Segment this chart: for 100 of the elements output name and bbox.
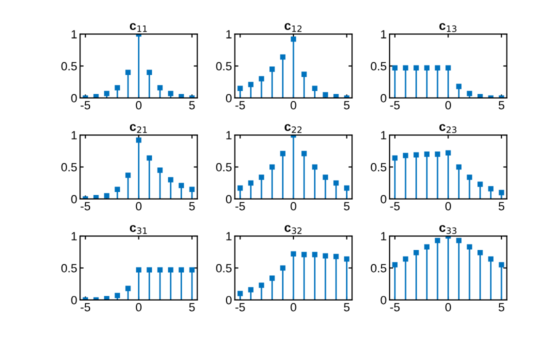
point bbox=[269, 276, 275, 281]
y-tick-label: 0.5 bbox=[216, 264, 232, 272]
point bbox=[157, 267, 163, 273]
point bbox=[414, 250, 419, 256]
point bbox=[189, 267, 195, 273]
y-tick-label: 0.5 bbox=[216, 62, 232, 70]
x-tick-label: 0 bbox=[290, 101, 296, 110]
point bbox=[178, 267, 184, 273]
point bbox=[146, 70, 152, 76]
point bbox=[498, 190, 504, 196]
point bbox=[466, 174, 472, 180]
point bbox=[434, 152, 440, 157]
y-tick-label: 1 bbox=[72, 30, 77, 38]
x-tick-label: 0 bbox=[136, 101, 142, 110]
y-tick-label: 0.5 bbox=[61, 163, 77, 172]
point bbox=[392, 65, 398, 71]
x-tick-label: 5 bbox=[498, 202, 504, 210]
x-tick-label: 0 bbox=[445, 303, 452, 312]
point bbox=[290, 251, 296, 257]
point bbox=[478, 94, 483, 98]
y-tick-label: 0.5 bbox=[61, 264, 77, 272]
x-tick-label: -5 bbox=[235, 303, 245, 312]
y-tick-label: 1 bbox=[72, 232, 77, 240]
x-tick-label: 0 bbox=[445, 101, 452, 110]
x-tick-label: 0 bbox=[136, 303, 142, 312]
y-tick-label: 0 bbox=[71, 194, 77, 204]
point bbox=[456, 238, 462, 244]
point bbox=[146, 267, 152, 273]
x-tick-label: -5 bbox=[235, 202, 245, 210]
point bbox=[333, 254, 339, 260]
y-tick-label: 0 bbox=[380, 94, 386, 102]
y-tick-label: 0 bbox=[226, 296, 232, 304]
x-tick-label: 0 bbox=[290, 303, 296, 312]
point bbox=[104, 90, 110, 96]
point bbox=[269, 66, 275, 72]
point bbox=[258, 174, 264, 180]
point bbox=[478, 250, 483, 256]
point bbox=[125, 286, 131, 292]
point bbox=[104, 193, 110, 198]
point bbox=[312, 86, 318, 92]
y-tick-label: 1 bbox=[381, 30, 386, 38]
y-tick-label: 1 bbox=[72, 131, 77, 140]
point bbox=[104, 296, 110, 300]
x-tick-label: -5 bbox=[80, 202, 90, 210]
x-tick-label: -5 bbox=[235, 101, 245, 110]
x-tick-label: 0 bbox=[136, 202, 142, 210]
y-tick-label: 0 bbox=[226, 94, 232, 102]
point bbox=[269, 164, 275, 170]
point bbox=[344, 256, 350, 262]
point bbox=[125, 70, 131, 76]
point bbox=[478, 182, 483, 187]
y-tick-label: 0 bbox=[71, 296, 77, 304]
chart-title: c$_{22}$ bbox=[284, 124, 302, 133]
point bbox=[322, 174, 328, 180]
point bbox=[238, 290, 243, 296]
x-tick-label: 5 bbox=[498, 303, 504, 312]
point bbox=[344, 185, 350, 191]
point bbox=[488, 186, 494, 192]
point bbox=[136, 267, 142, 273]
point bbox=[456, 84, 462, 90]
chart-title: c$_{12}$ bbox=[284, 23, 302, 32]
point bbox=[146, 155, 152, 161]
point bbox=[424, 65, 430, 71]
y-tick-label: 0.5 bbox=[370, 163, 386, 172]
point bbox=[301, 150, 307, 156]
y-tick-label: 1 bbox=[381, 131, 386, 140]
point bbox=[456, 164, 462, 170]
point bbox=[168, 177, 174, 182]
point bbox=[322, 253, 328, 258]
point bbox=[280, 54, 286, 60]
point bbox=[114, 186, 120, 192]
y-tick-label: 1 bbox=[226, 232, 232, 240]
point bbox=[392, 262, 398, 268]
point bbox=[125, 172, 131, 178]
y-tick-label: 1 bbox=[381, 232, 386, 240]
y-tick-label: 1 bbox=[226, 30, 232, 38]
point bbox=[312, 252, 318, 258]
y-tick-label: 0 bbox=[380, 194, 386, 204]
chart-title: c$_{21}$ bbox=[130, 124, 147, 133]
point bbox=[248, 287, 254, 292]
point bbox=[466, 244, 472, 250]
chart-title: c$_{11}$ bbox=[130, 23, 147, 32]
point bbox=[446, 65, 451, 71]
x-tick-label: -5 bbox=[80, 303, 90, 312]
point bbox=[322, 92, 328, 98]
point bbox=[466, 90, 472, 96]
point bbox=[248, 180, 254, 186]
y-tick-label: 0 bbox=[226, 194, 232, 204]
point bbox=[114, 292, 120, 298]
point bbox=[114, 85, 120, 90]
chart-title: c$_{31}$ bbox=[130, 225, 147, 234]
point bbox=[238, 185, 243, 191]
point bbox=[301, 252, 307, 258]
point bbox=[157, 168, 163, 173]
x-tick-label: -5 bbox=[390, 202, 400, 210]
point bbox=[498, 262, 504, 268]
point bbox=[280, 265, 286, 271]
chart-title: c$_{32}$ bbox=[284, 225, 302, 234]
point bbox=[168, 267, 174, 273]
y-tick-label: 0 bbox=[380, 296, 386, 304]
